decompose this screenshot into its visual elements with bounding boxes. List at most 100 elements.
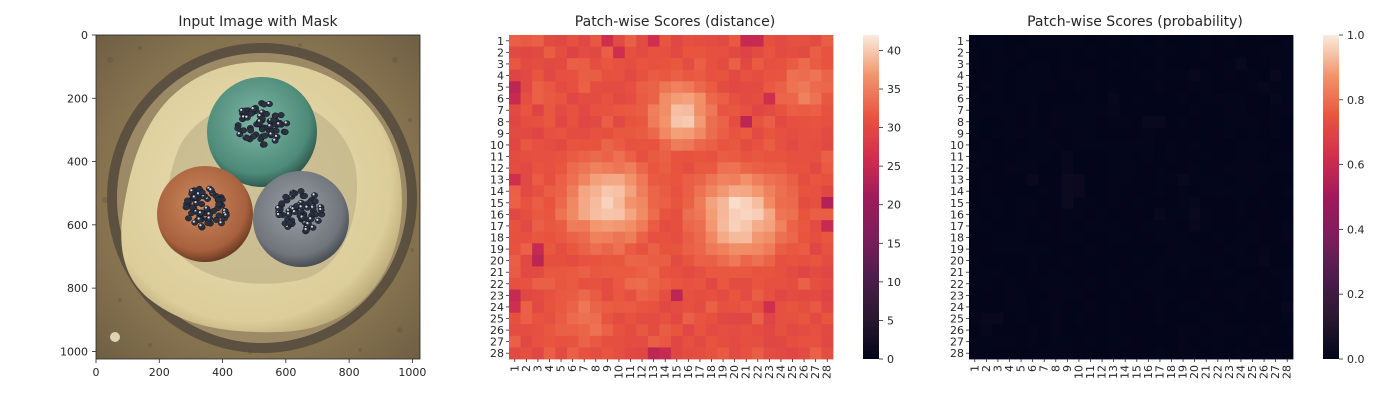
cell-r18-c15 <box>671 231 683 244</box>
cell-r15-c17 <box>694 197 707 209</box>
cell-r23-c16 <box>1142 289 1155 302</box>
cell-r25-c3 <box>992 312 1005 325</box>
image-frame <box>95 34 421 360</box>
cell-r18-c23 <box>763 231 776 244</box>
strand <box>243 114 251 121</box>
cell-r9-c22 <box>752 127 764 140</box>
cell-r5-c18 <box>1165 81 1178 94</box>
cell-r21-c23 <box>763 266 776 279</box>
cell-r15-c8 <box>590 197 602 209</box>
cell-r10-c2 <box>520 139 533 152</box>
cell-r24-c4 <box>543 301 556 314</box>
cell-r25-c11 <box>1084 312 1097 325</box>
cell-r24-c22 <box>752 301 764 314</box>
cell-r21-c13 <box>647 266 660 279</box>
cell-r15-c7 <box>578 197 591 209</box>
strand-highlight <box>190 189 193 192</box>
cell-r2-c23 <box>1223 46 1236 59</box>
row-tick-label: 28 <box>950 347 964 360</box>
cell-r23-c9 <box>601 289 614 302</box>
cell-r23-c19 <box>1177 289 1190 302</box>
cell-r2-c26 <box>798 46 811 59</box>
cell-r14-c11 <box>624 185 637 198</box>
cell-r5-c23 <box>1223 81 1236 94</box>
cell-r28-c13 <box>647 347 660 360</box>
cell-r16-c6 <box>566 208 579 221</box>
cell-r3-c8 <box>590 58 602 71</box>
cell-r1-c12 <box>1096 35 1109 47</box>
cell-r9-c19 <box>717 127 730 140</box>
cell-r6-c12 <box>1096 92 1109 105</box>
colorbar-tick-label: 25 <box>887 160 901 173</box>
cell-r14-c22 <box>1212 185 1224 198</box>
cell-r25-c7 <box>1038 312 1051 325</box>
row-tick-label: 3 <box>957 58 964 71</box>
cell-r19-c1 <box>969 243 981 256</box>
cell-r1-c12 <box>636 35 649 47</box>
cell-r20-c4 <box>1003 254 1016 267</box>
cell-r7-c6 <box>566 104 579 117</box>
cell-r9-c26 <box>798 127 811 140</box>
cell-r13-c15 <box>671 173 683 186</box>
cell-r2-c27 <box>809 46 822 59</box>
cell-r10-c21 <box>1200 139 1213 152</box>
cell-r18-c10 <box>613 231 626 244</box>
cell-r13-c4 <box>1003 173 1016 186</box>
cell-r10-c6 <box>566 139 579 152</box>
cell-r27-c26 <box>798 335 811 348</box>
cell-r25-c23 <box>1223 312 1236 325</box>
cell-r13-c27 <box>809 173 822 186</box>
cell-r23-c24 <box>775 289 788 302</box>
colorbar-tick-label: 15 <box>887 237 901 250</box>
cell-r7-c20 <box>728 104 741 117</box>
strand-highlight <box>273 138 276 141</box>
cell-r6-c19 <box>1177 92 1190 105</box>
cell-r18-c8 <box>1050 231 1062 244</box>
cell-r2-c27 <box>1269 46 1282 59</box>
cell-r17-c27 <box>809 220 822 233</box>
cell-r28-c24 <box>1235 347 1248 360</box>
panel1-title: Input Image with Mask <box>178 14 338 30</box>
cell-r9-c13 <box>1107 127 1120 140</box>
cell-r9-c7 <box>1038 127 1051 140</box>
cell-r18-c12 <box>1096 231 1109 244</box>
cell-r20-c14 <box>1119 254 1132 267</box>
cell-r1-c9 <box>1061 35 1074 47</box>
cell-r28-c16 <box>682 347 695 360</box>
cell-r2-c17 <box>694 46 707 59</box>
cell-r21-c25 <box>1246 266 1259 279</box>
cell-r10-c1 <box>969 139 981 152</box>
cell-r8-c10 <box>1073 116 1086 128</box>
cell-r8-c26 <box>1258 116 1271 128</box>
cell-r6-c17 <box>1154 92 1167 105</box>
cell-r3-c16 <box>1142 58 1155 71</box>
cell-r5-c24 <box>1235 81 1248 94</box>
cell-r23-c20 <box>728 289 741 302</box>
cell-r5-c22 <box>752 81 764 94</box>
cell-r5-c26 <box>798 81 811 94</box>
cell-r23-c7 <box>1038 289 1051 302</box>
cell-r24-c27 <box>1269 301 1282 314</box>
cell-r23-c11 <box>1084 289 1097 302</box>
cell-r10-c10 <box>1073 139 1086 152</box>
cell-r27-c21 <box>740 335 753 348</box>
cell-r19-c11 <box>624 243 637 256</box>
cell-r8-c13 <box>647 116 660 128</box>
cell-r23-c27 <box>1269 289 1282 302</box>
cell-r27-c12 <box>636 335 649 348</box>
cell-r27-c8 <box>590 335 602 348</box>
cell-r18-c21 <box>1200 231 1213 244</box>
cell-r20-c15 <box>1131 254 1143 267</box>
cell-r13-c21 <box>1200 173 1213 186</box>
cell-r28-c3 <box>992 347 1005 360</box>
cell-r21-c2 <box>980 266 993 279</box>
cell-r26-c2 <box>520 324 533 337</box>
cell-r27-c8 <box>1050 335 1062 348</box>
cell-r2-c4 <box>543 46 556 59</box>
cell-r17-c8 <box>590 220 602 233</box>
cell-r26-c5 <box>555 324 568 337</box>
cell-r20-c15 <box>671 254 683 267</box>
cell-r16-c1 <box>509 208 521 221</box>
col-tick-label: 28 <box>821 365 834 379</box>
cell-r14-c11 <box>1084 185 1097 198</box>
